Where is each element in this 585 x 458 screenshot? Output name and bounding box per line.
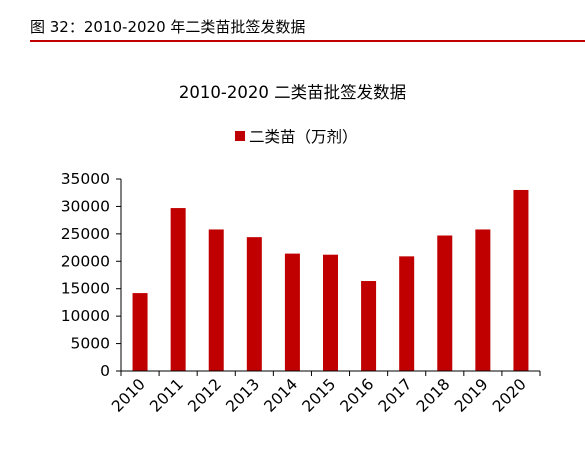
y-tick-label: 25000 bbox=[61, 225, 110, 243]
bar-2015 bbox=[323, 254, 338, 371]
bar-2010 bbox=[132, 293, 148, 371]
x-tick-label: 2013 bbox=[223, 375, 264, 416]
legend-swatch bbox=[235, 131, 245, 141]
y-tick-label: 20000 bbox=[61, 252, 110, 270]
bar-2016 bbox=[361, 281, 377, 371]
bar-2017 bbox=[399, 256, 415, 371]
bar-2011 bbox=[170, 208, 186, 371]
x-tick-label: 2018 bbox=[413, 375, 454, 416]
x-tick-label: 2015 bbox=[299, 375, 340, 416]
bar-2019 bbox=[475, 229, 491, 371]
y-tick-label: 30000 bbox=[61, 197, 110, 215]
x-tick-label: 2020 bbox=[489, 375, 530, 416]
axes-group bbox=[116, 178, 541, 376]
bar-2014 bbox=[284, 253, 300, 371]
x-tick-label: 2017 bbox=[375, 375, 416, 416]
chart-title: 2010-2020 二类苗批签发数据 bbox=[178, 83, 407, 102]
bar-2012 bbox=[208, 229, 224, 371]
chart-legend: 二类苗（万剂） bbox=[235, 125, 358, 147]
x-tick-label: 2010 bbox=[108, 375, 149, 416]
y-tick-label: 10000 bbox=[61, 307, 110, 325]
x-tick-label: 2016 bbox=[337, 375, 378, 416]
x-tick-label: 2014 bbox=[261, 375, 302, 416]
y-tick-label: 0 bbox=[100, 362, 110, 380]
bar-2020 bbox=[513, 189, 529, 371]
x-tick-label: 2011 bbox=[146, 375, 187, 416]
x-tick-labels: 2010201120122013201420152016201720182019… bbox=[108, 375, 530, 416]
y-tick-label: 35000 bbox=[61, 170, 110, 188]
figure-caption: 图 32：2010-2020 年二类苗批签发数据 bbox=[30, 18, 306, 36]
x-tick-label: 2012 bbox=[184, 375, 225, 416]
legend-label: 二类苗（万剂） bbox=[249, 128, 358, 146]
caption-divider bbox=[30, 40, 585, 42]
bar-2013 bbox=[246, 237, 262, 371]
y-tick-label: 5000 bbox=[71, 335, 110, 353]
y-tick-label: 15000 bbox=[61, 280, 110, 298]
bar-2018 bbox=[437, 235, 453, 371]
y-tick-labels: 0 5000 10000 15000 20000 25000 30000 35000 bbox=[61, 170, 110, 380]
bars-group bbox=[132, 189, 529, 371]
x-tick-label: 2019 bbox=[451, 375, 492, 416]
